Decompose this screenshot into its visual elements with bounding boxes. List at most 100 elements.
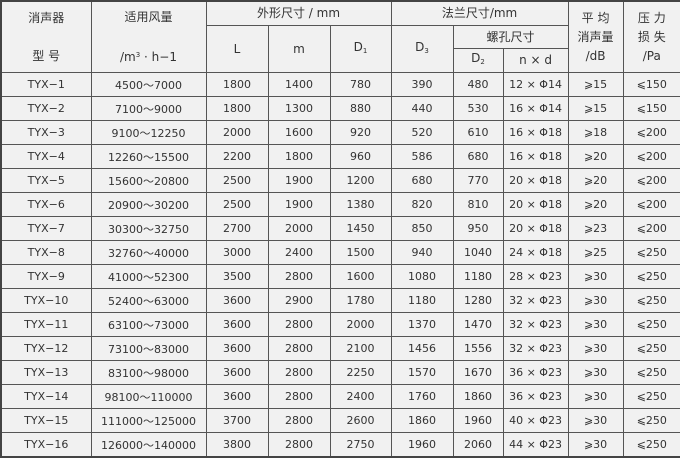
cell-L: 1800: [205, 72, 269, 97]
cell-airflow: 20900～30200: [90, 192, 207, 217]
cell-model: TYX−13: [0, 360, 92, 385]
cell-noise: ⩾30: [567, 264, 624, 289]
cell-pressure: ⩽250: [622, 288, 680, 313]
cell-D3: 586: [390, 144, 454, 169]
cell-D3: 1570: [390, 360, 454, 385]
cell-model: TYX−7: [0, 216, 92, 241]
table-row: TYX−6 20900～30200 2500 1900 1380 820 810 20 × Φ…: [0, 192, 680, 217]
header-m: m: [267, 25, 331, 73]
cell-D3: 940: [390, 240, 454, 265]
cell-noise: ⩾15: [567, 96, 624, 121]
cell-model: TYX−14: [0, 384, 92, 409]
cell-D1: 1380: [329, 192, 392, 217]
cell-pressure: ⩽200: [622, 216, 680, 241]
cell-noise: ⩾25: [567, 240, 624, 265]
cell-airflow: 111000～125000: [90, 408, 207, 433]
header-model: 消声器型 号: [0, 0, 92, 73]
cell-D2: 610: [452, 120, 504, 145]
cell-D2: 1670: [452, 360, 504, 385]
cell-nxd: 44 × Φ23: [502, 432, 569, 458]
table-row: TYX−3 9100～12250 2000 1600 920 520 610 16 × Φ18…: [0, 120, 680, 145]
table-row: TYX−12 73100～83000 3600 2800 2100 1456 1556 32 …: [0, 336, 680, 361]
cell-noise: ⩾30: [567, 360, 624, 385]
table-row: TYX−14 98100～110000 3600 2800 2400 1760 1860 36…: [0, 384, 680, 409]
cell-pressure: ⩽200: [622, 168, 680, 193]
cell-m: 1800: [267, 144, 331, 169]
cell-L: 3600: [205, 312, 269, 337]
cell-m: 1300: [267, 96, 331, 121]
cell-model: TYX−10: [0, 288, 92, 313]
cell-pressure: ⩽150: [622, 72, 680, 97]
cell-D3: 1456: [390, 336, 454, 361]
cell-pressure: ⩽250: [622, 336, 680, 361]
cell-noise: ⩾20: [567, 144, 624, 169]
cell-m: 1600: [267, 120, 331, 145]
cell-L: 2500: [205, 168, 269, 193]
header-noise-reduction: 平 均消声量/dB: [567, 0, 624, 73]
cell-D1: 1200: [329, 168, 392, 193]
cell-D2: 1960: [452, 408, 504, 433]
cell-L: 3500: [205, 264, 269, 289]
cell-L: 1800: [205, 96, 269, 121]
cell-D1: 2400: [329, 384, 392, 409]
cell-D1: 2100: [329, 336, 392, 361]
cell-airflow: 4500～7000: [90, 72, 207, 97]
cell-L: 3000: [205, 240, 269, 265]
header-outer-dims: 外形尺寸 / mm: [205, 0, 392, 26]
table-row: TYX−9 41000～52300 3500 2800 1600 1080 1180 28 ×…: [0, 264, 680, 289]
cell-pressure: ⩽200: [622, 120, 680, 145]
cell-m: 1900: [267, 192, 331, 217]
cell-pressure: ⩽250: [622, 264, 680, 289]
cell-D2: 1040: [452, 240, 504, 265]
cell-noise: ⩾20: [567, 168, 624, 193]
cell-model: TYX−1: [0, 72, 92, 97]
cell-D1: 2000: [329, 312, 392, 337]
cell-airflow: 15600～20800: [90, 168, 207, 193]
cell-airflow: 12260～15500: [90, 144, 207, 169]
cell-airflow: 30300～32750: [90, 216, 207, 241]
cell-m: 1900: [267, 168, 331, 193]
cell-noise: ⩾18: [567, 120, 624, 145]
cell-noise: ⩾23: [567, 216, 624, 241]
header-L: L: [205, 25, 269, 73]
cell-model: TYX−12: [0, 336, 92, 361]
cell-D2: 480: [452, 72, 504, 97]
cell-L: 3600: [205, 360, 269, 385]
header-airflow: 适用风量/m3 · h−1: [90, 0, 207, 73]
cell-L: 3600: [205, 384, 269, 409]
cell-airflow: 83100～98000: [90, 360, 207, 385]
cell-model: TYX−6: [0, 192, 92, 217]
cell-pressure: ⩽150: [622, 96, 680, 121]
header-bolt-holes: 螺孔尺寸: [452, 25, 569, 49]
cell-model: TYX−8: [0, 240, 92, 265]
cell-nxd: 20 × Φ18: [502, 192, 569, 217]
cell-D1: 1780: [329, 288, 392, 313]
table-row: TYX−4 12260～15500 2200 1800 960 586 680 16 × Φ1…: [0, 144, 680, 169]
cell-airflow: 32760～40000: [90, 240, 207, 265]
cell-D3: 1180: [390, 288, 454, 313]
cell-m: 2800: [267, 384, 331, 409]
cell-D3: 520: [390, 120, 454, 145]
cell-model: TYX−2: [0, 96, 92, 121]
cell-nxd: 36 × Φ23: [502, 360, 569, 385]
cell-airflow: 98100～110000: [90, 384, 207, 409]
cell-nxd: 16 × Φ18: [502, 144, 569, 169]
cell-D1: 2250: [329, 360, 392, 385]
table-row: TYX−11 63100～73000 3600 2800 2000 1370 1470 32 …: [0, 312, 680, 337]
cell-m: 2800: [267, 264, 331, 289]
cell-m: 2800: [267, 336, 331, 361]
cell-D3: 820: [390, 192, 454, 217]
cell-D3: 1760: [390, 384, 454, 409]
cell-D2: 1470: [452, 312, 504, 337]
cell-D1: 1450: [329, 216, 392, 241]
cell-D3: 1370: [390, 312, 454, 337]
table-row: TYX−16 126000～140000 3800 2800 2750 1960 2060 4…: [0, 432, 680, 458]
cell-nxd: 20 × Φ18: [502, 168, 569, 193]
cell-noise: ⩾30: [567, 432, 624, 458]
cell-noise: ⩾30: [567, 408, 624, 433]
cell-nxd: 16 × Φ14: [502, 96, 569, 121]
cell-model: TYX−16: [0, 432, 92, 458]
cell-D3: 390: [390, 72, 454, 97]
cell-airflow: 41000～52300: [90, 264, 207, 289]
cell-D1: 960: [329, 144, 392, 169]
